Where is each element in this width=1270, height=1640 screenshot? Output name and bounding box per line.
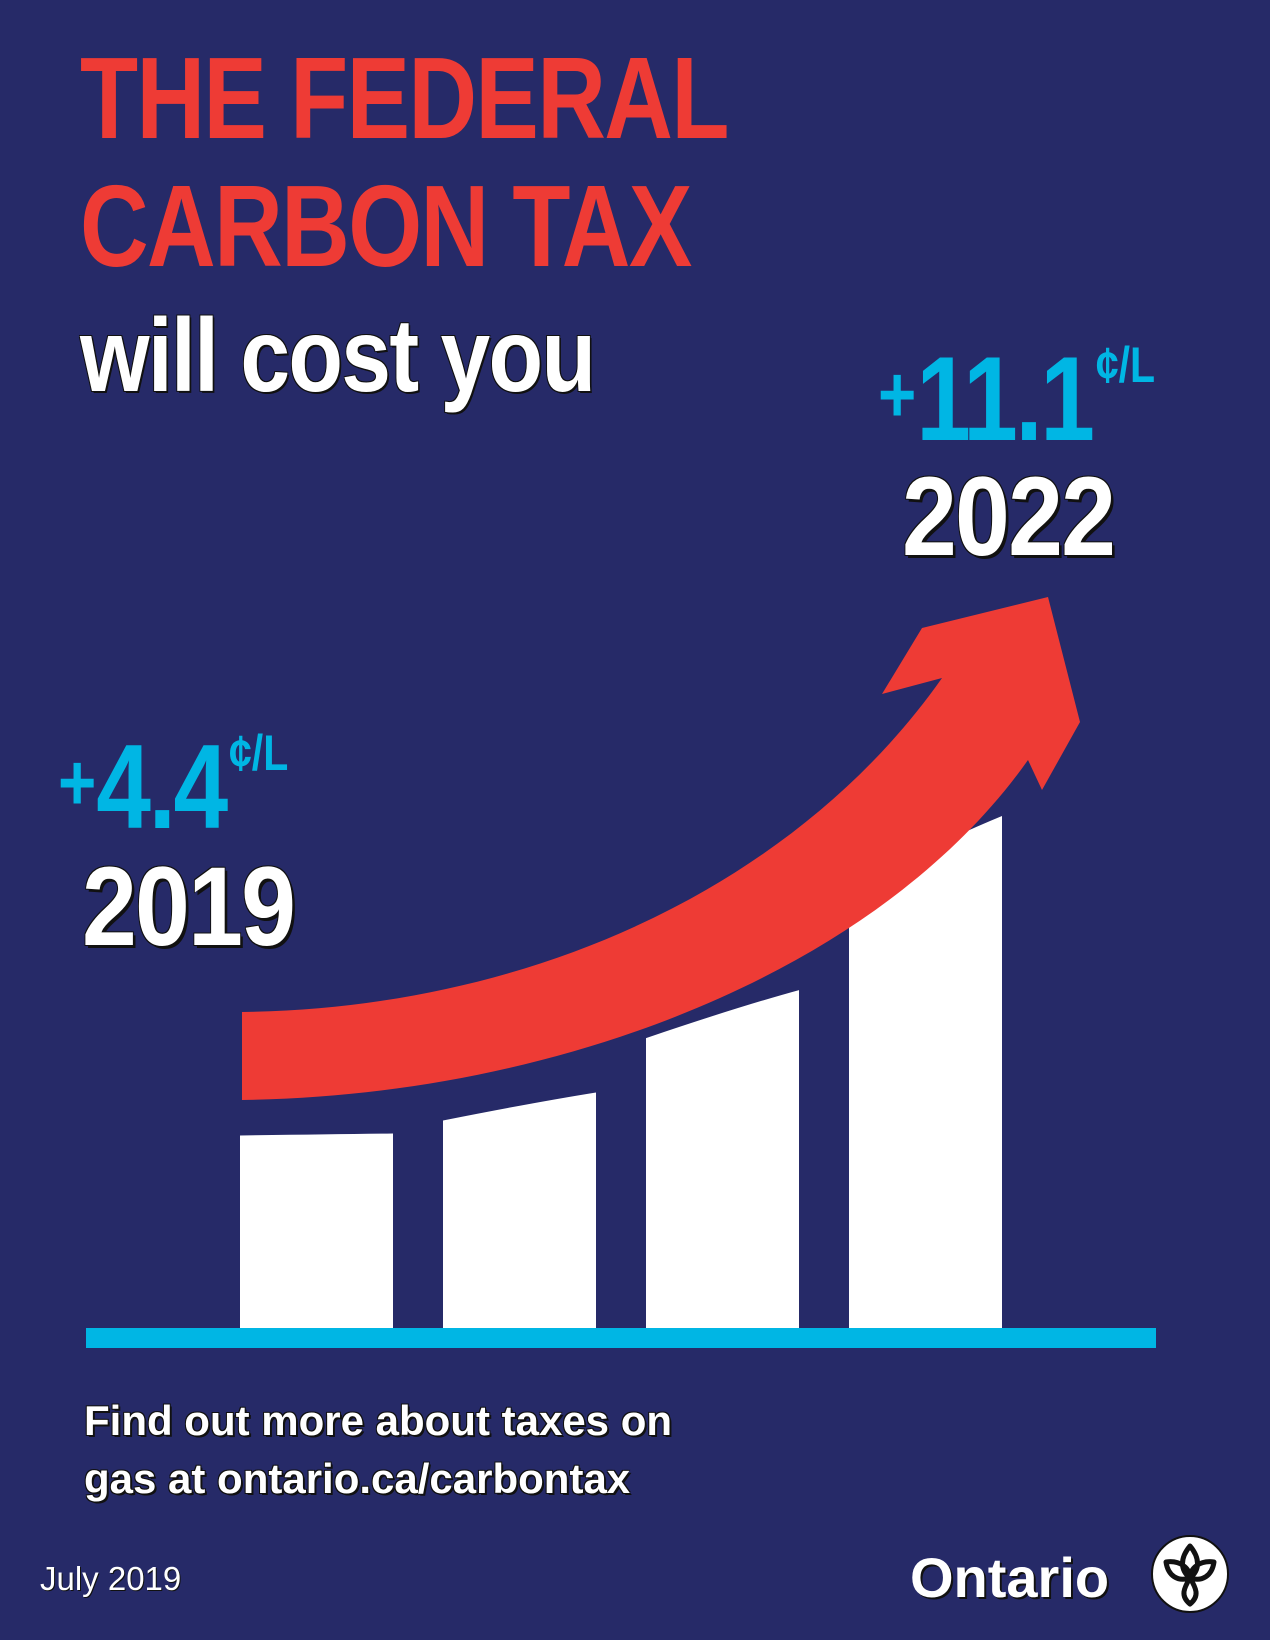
footer-line-1: Find out more about taxes on (84, 1397, 673, 1444)
start-unit: ¢/L (229, 725, 289, 781)
bar (240, 1133, 393, 1328)
headline: THE FEDERAL CARBON TAX will cost you (80, 40, 870, 408)
end-value: 11.1 (916, 332, 1095, 466)
end-increase: +11.1¢/L (878, 330, 1155, 468)
ontario-wordmark: Ontario (910, 1546, 1110, 1609)
baseline (86, 1328, 1156, 1348)
footer-line-2: gas at ontario.ca/carbontax (84, 1455, 631, 1502)
bars-group (240, 816, 1002, 1328)
footer-text: Find out more about taxes on gas at onta… (84, 1392, 672, 1508)
start-value: 4.4 (96, 720, 228, 854)
start-year: 2019 (82, 844, 296, 969)
date: July 2019 (40, 1560, 182, 1597)
trillium-icon (1150, 1534, 1230, 1614)
start-plus-sign: + (58, 738, 97, 827)
headline-line-2: CARBON TAX (80, 161, 692, 291)
growth-arrow-icon (242, 597, 1080, 1100)
end-year: 2022 (902, 454, 1116, 579)
bar (646, 990, 799, 1328)
bar (849, 816, 1002, 1328)
headline-line-3: will cost you (80, 298, 596, 414)
headline-line-1: THE FEDERAL (80, 33, 729, 163)
end-unit: ¢/L (1095, 337, 1156, 393)
start-increase: +4.4¢/L (58, 718, 288, 856)
end-plus-sign: + (878, 350, 917, 439)
bar (443, 1092, 596, 1328)
